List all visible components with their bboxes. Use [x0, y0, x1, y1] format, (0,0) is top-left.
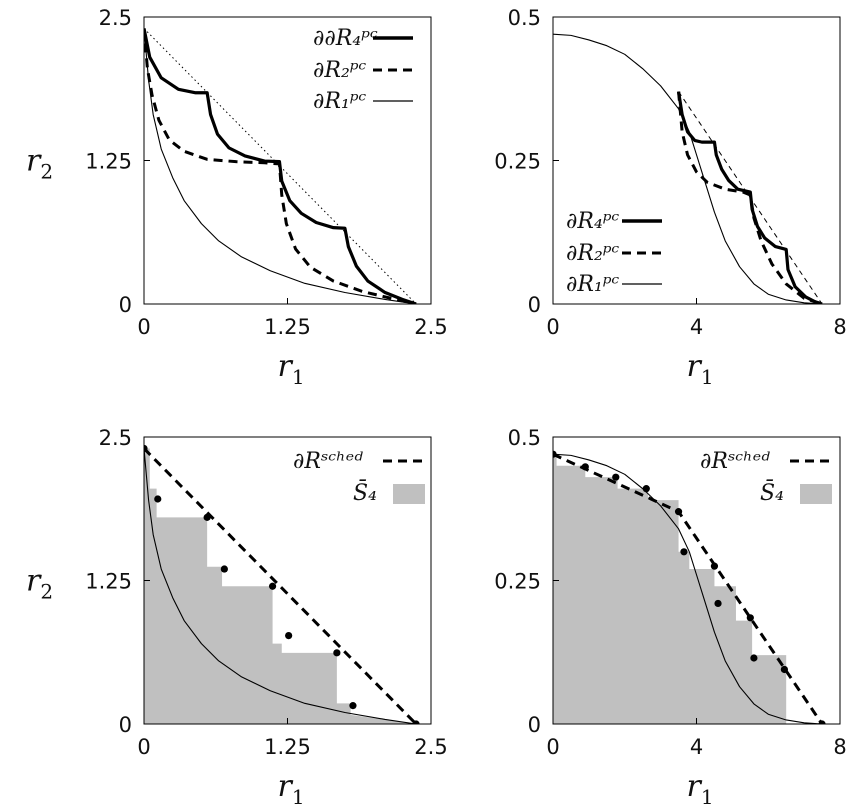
chart-panel-bottom-left: 0 1.25 2.5 0 1.25 2.5 r1 r2 [26, 426, 448, 804]
y-axis-label: r2 [26, 564, 53, 604]
x-tick-label: 4 [690, 735, 703, 759]
marker-point-1 [581, 463, 589, 471]
x-axis-label: r1 [687, 349, 714, 389]
x-tick-label: 8 [833, 735, 846, 759]
marker-point-3 [220, 565, 228, 573]
marker-point-7 [349, 702, 357, 710]
marker-point-3 [642, 485, 650, 493]
y-tick-label: 1.25 [85, 150, 132, 174]
marker-point-6 [333, 649, 341, 657]
y-tick-label: 0 [119, 713, 132, 737]
marker-point-0 [553, 450, 557, 458]
legend-swatch-s4-2 [800, 484, 832, 504]
plot-area [144, 444, 420, 724]
s4-region [144, 448, 417, 724]
y-tick-label: 0.5 [508, 426, 541, 450]
y-tick-label: 0 [528, 293, 541, 317]
legend-label-r1pc-2: ∂R₁ᵖᶜ [566, 272, 620, 297]
marker-point-0 [144, 444, 148, 453]
marker-point-4 [674, 508, 683, 516]
series-line-2 [144, 28, 417, 304]
legend-label-r2pc: ∂R₂ᵖᶜ [313, 58, 367, 83]
marker-point-5 [285, 632, 293, 640]
marker-point-10 [780, 665, 788, 674]
y-tick-label: 2.5 [99, 6, 132, 30]
marker-point-5 [680, 548, 688, 556]
legend-label-r1pc: ∂R₁ᵖᶜ [313, 89, 367, 114]
x-tick-label: 4 [690, 315, 703, 339]
x-axis-label: r1 [687, 769, 714, 804]
plot-area [553, 33, 823, 304]
y-axis-label: r2 [26, 144, 53, 184]
x-tick-label: 0 [137, 735, 150, 759]
chart-panel-top-left: 0 1.25 2.5 0 1.25 2.5 r1 r2 [26, 6, 448, 389]
plot-area [553, 450, 826, 724]
x-tick-label: 1.25 [264, 735, 311, 759]
series-line-0 [676, 91, 823, 304]
x-tick-label: 0 [546, 315, 559, 339]
legend-bottom-right: ∂Rˢᶜʰᵉᵈ S̄₄ [700, 449, 832, 506]
marker-point-1 [154, 495, 162, 503]
legend-label-r2pc-2: ∂R₂ᵖᶜ [566, 241, 620, 266]
y-tick-label: 1.25 [85, 570, 132, 594]
legend-label-s4: S̄₄ [353, 479, 377, 506]
legend-top-left: ∂∂R₄ᵖᶜ ∂R₂ᵖᶜ ∂R₁ᵖᶜ [313, 26, 413, 114]
plot-frame [143, 16, 432, 305]
chart-panel-bottom-right: 0 4 8 0 0.25 0.5 r1 [494, 426, 846, 804]
marker-point-9 [750, 654, 758, 662]
series-line-0 [144, 447, 418, 724]
marker-point-8 [746, 614, 754, 622]
x-tick-label: 0 [546, 735, 559, 759]
y-tick-label: 0.25 [494, 570, 541, 594]
legend-label-s4-2: S̄₄ [760, 479, 784, 506]
series-line-1 [553, 453, 823, 724]
y-tick-label: 2.5 [99, 426, 132, 450]
x-axis-label: r1 [278, 349, 305, 389]
series-line-0 [144, 28, 417, 304]
marker-point-6 [710, 562, 719, 570]
legend-top-right: ∂R₄ᵖᶜ ∂R₂ᵖᶜ ∂R₁ᵖᶜ [566, 209, 662, 297]
s4-region [553, 454, 787, 724]
legend-label-r4pc-2: ∂R₄ᵖᶜ [566, 209, 620, 234]
x-tick-label: 0 [137, 315, 150, 339]
legend-label-r4pc: ∂∂R₄ᵖᶜ [313, 26, 378, 51]
marker-point-7 [714, 599, 722, 608]
x-tick-label: 2.5 [414, 315, 447, 339]
series-line-1 [144, 448, 417, 724]
legend-label-sched-2: ∂Rˢᶜʰᵉᵈ [700, 449, 770, 474]
marker-point-2 [612, 473, 620, 481]
marker-point-11 [818, 720, 826, 724]
x-tick-label: 1.25 [264, 315, 311, 339]
marker-point-8 [412, 720, 420, 724]
marker-point-2 [203, 513, 211, 521]
x-axis-label: r1 [278, 769, 305, 804]
plot-area [144, 28, 417, 304]
y-tick-label: 0 [119, 293, 132, 317]
series-line-3 [144, 28, 417, 304]
legend-swatch-s4 [393, 484, 425, 504]
series-line-3 [678, 91, 823, 304]
y-tick-label: 0.25 [494, 150, 541, 174]
y-tick-label: 0 [528, 713, 541, 737]
marker-point-4 [268, 582, 277, 590]
legend-label-sched: ∂Rˢᶜʰᵉᵈ [293, 449, 363, 474]
y-tick-label: 0.5 [508, 6, 541, 30]
chart-panel-top-right: 0 4 8 0 0.25 0.5 r1 [494, 6, 846, 389]
x-tick-label: 8 [833, 315, 846, 339]
series-line-1 [677, 91, 823, 304]
x-tick-label: 2.5 [414, 735, 447, 759]
series-line-2 [553, 33, 823, 304]
legend-bottom-left: ∂Rˢᶜʰᵉᵈ S̄₄ [293, 449, 425, 506]
